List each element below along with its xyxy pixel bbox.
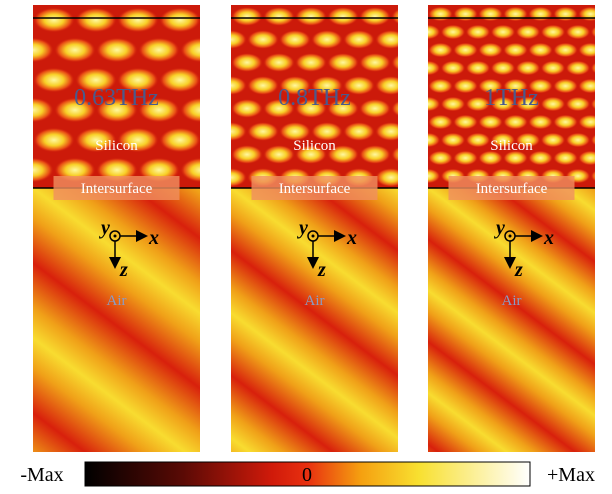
air-label: Air	[502, 293, 522, 309]
page: -Max 0 +Max 0.63THz Silicon Intersurface y x…	[0, 0, 612, 494]
colorbar-max: +Max	[547, 464, 595, 486]
air-field	[231, 188, 398, 452]
silicon-label: Silicon	[95, 138, 138, 154]
air-field	[33, 188, 200, 452]
silicon-label: Silicon	[490, 138, 533, 154]
panel: 0.8THz Silicon Intersurface y xz Air	[231, 5, 398, 452]
colorbar-mid: 0	[302, 464, 312, 486]
frequency-label: 0.63THz	[74, 85, 159, 111]
frequency-label: 1THz	[484, 85, 539, 111]
air-field	[428, 188, 595, 452]
axis-y-label: y	[99, 217, 110, 239]
axis-origin-dot	[509, 235, 512, 238]
panel: 1THz Silicon Intersurface y xz Air	[428, 5, 595, 452]
interface-label: Intersurface	[279, 181, 351, 197]
air-label: Air	[107, 293, 127, 309]
air-label: Air	[305, 293, 325, 309]
axis-x-label: x	[148, 227, 159, 249]
axis-origin-dot	[114, 235, 117, 238]
axis-origin-dot	[312, 235, 315, 238]
axis-x-label: x	[346, 227, 357, 249]
frequency-label: 0.8THz	[278, 85, 351, 111]
interface-label: Intersurface	[476, 181, 548, 197]
axis-z-label: z	[317, 259, 326, 281]
axis-y-label: y	[297, 217, 308, 239]
axis-z-label: z	[119, 259, 128, 281]
figure: -Max 0 +Max 0.63THz Silicon Intersurface y x…	[0, 0, 612, 494]
panel: 0.63THz Silicon Intersurface y xz Air	[33, 5, 200, 452]
axis-y-label: y	[494, 217, 505, 239]
axis-z-label: z	[514, 259, 523, 281]
interface-label: Intersurface	[81, 181, 153, 197]
axis-x-label: x	[543, 227, 554, 249]
colorbar-min: -Max	[20, 464, 63, 486]
silicon-label: Silicon	[293, 138, 336, 154]
